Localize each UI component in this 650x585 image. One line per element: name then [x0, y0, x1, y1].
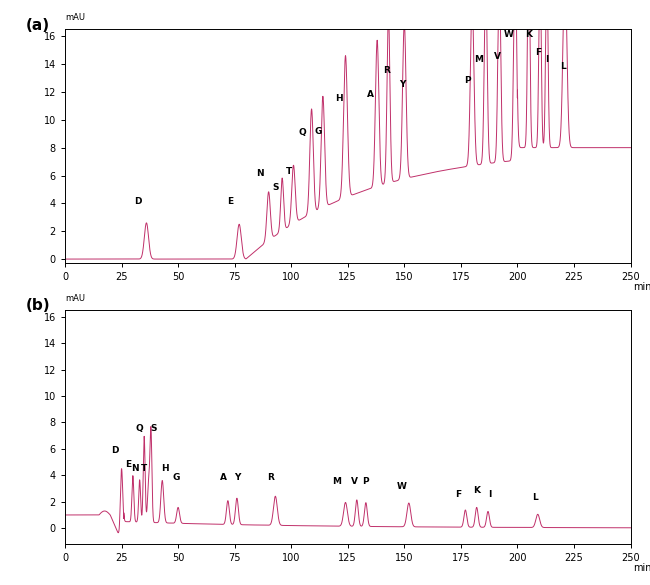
Text: L: L — [560, 62, 566, 71]
Text: Y: Y — [399, 80, 405, 89]
Text: min: min — [633, 563, 650, 573]
Text: M: M — [332, 477, 341, 486]
Text: mAU: mAU — [65, 13, 85, 22]
Text: H: H — [335, 94, 343, 103]
Text: E: E — [125, 460, 131, 469]
Text: A: A — [367, 90, 374, 99]
Text: A: A — [220, 473, 227, 482]
Text: V: V — [351, 477, 358, 486]
Text: S: S — [272, 183, 279, 192]
Text: M: M — [474, 55, 484, 64]
Text: D: D — [134, 197, 141, 206]
Text: W: W — [503, 30, 514, 39]
Text: min: min — [633, 282, 650, 292]
Text: P: P — [464, 76, 471, 85]
Text: I: I — [489, 490, 492, 499]
Text: (b): (b) — [25, 298, 50, 314]
Text: S: S — [150, 424, 157, 433]
Text: D: D — [111, 446, 118, 456]
Text: F: F — [456, 490, 462, 499]
Text: N: N — [255, 169, 263, 178]
Text: R: R — [267, 473, 274, 482]
Text: T: T — [141, 464, 148, 473]
Text: P: P — [363, 477, 369, 486]
Text: H: H — [161, 464, 168, 473]
Text: W: W — [397, 482, 407, 491]
Text: E: E — [227, 197, 233, 206]
Text: Q: Q — [298, 128, 306, 136]
Text: mAU: mAU — [65, 294, 85, 303]
Text: F: F — [535, 48, 541, 57]
Text: V: V — [493, 52, 501, 61]
Text: G: G — [315, 128, 322, 136]
Text: (a): (a) — [25, 18, 49, 33]
Text: G: G — [172, 473, 179, 482]
Text: Y: Y — [234, 473, 240, 482]
Text: R: R — [383, 66, 389, 75]
Text: L: L — [532, 493, 538, 502]
Text: N: N — [131, 464, 139, 473]
Text: K: K — [473, 486, 480, 495]
Text: Q: Q — [136, 424, 144, 433]
Text: T: T — [286, 167, 292, 176]
Text: K: K — [525, 30, 532, 39]
Text: I: I — [545, 55, 549, 64]
